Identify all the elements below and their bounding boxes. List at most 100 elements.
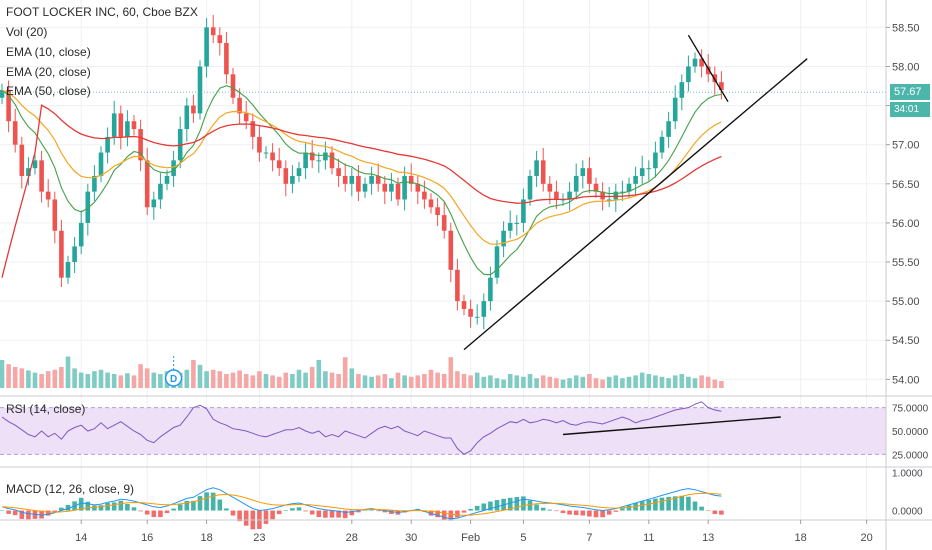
legend-macd[interactable]: MACD (12, 26, close, 9) (6, 482, 135, 496)
macd-histogram-bar (92, 505, 97, 511)
macd-histogram-bar (309, 510, 315, 515)
volume-bar (296, 369, 302, 388)
candle-body (514, 222, 520, 224)
candle-body (633, 175, 638, 184)
legend-rsi[interactable]: RSI (14, close) (6, 402, 86, 416)
legend-ema50[interactable]: EMA (50, close) (6, 84, 91, 98)
volume-bar (210, 369, 216, 388)
candle-body (494, 246, 500, 278)
macd-histogram-bar (59, 507, 64, 511)
candle-body (666, 121, 671, 137)
volume-bar (356, 374, 361, 388)
price-tick-label: 58.50 (892, 22, 920, 34)
volume-bar (606, 376, 612, 388)
macd-histogram-bar (6, 510, 11, 514)
macd-histogram-bar (659, 497, 665, 511)
ema10-line (1, 85, 722, 276)
volume-bar (6, 364, 11, 388)
macd-histogram-bar (554, 510, 559, 512)
volume-bar (402, 375, 407, 388)
macd-histogram-bar (461, 510, 467, 513)
candle-body (32, 160, 38, 169)
ema20-line (1, 89, 722, 245)
volume-bar (138, 364, 143, 388)
rsi-line (1, 401, 722, 455)
volume-bar (567, 378, 572, 388)
rsi-tick-label: 50.0000 (892, 427, 929, 438)
rsi-band (0, 407, 886, 455)
volume-bar (151, 372, 157, 388)
macd-histogram-bar (382, 510, 388, 513)
macd-histogram-bar (672, 496, 678, 511)
legend-volume[interactable]: Vol (20) (6, 25, 48, 39)
grid-lines (0, 0, 886, 520)
macd-histogram-bar (164, 510, 170, 514)
x-tick-label: 13 (702, 532, 714, 544)
volume-bar (441, 374, 447, 388)
volume-bar (375, 375, 381, 388)
macd-histogram-bar (98, 505, 104, 511)
volume-bar (408, 376, 414, 388)
candle-body (356, 175, 361, 192)
candle-body (59, 230, 64, 278)
candle-body (263, 152, 269, 154)
trendlines (463, 34, 808, 436)
price-tick-label: 54.50 (892, 335, 920, 347)
macd-histogram-bar (131, 507, 137, 511)
volume-bar (237, 370, 242, 388)
volume-bar (554, 378, 559, 388)
macd-histogram-bar (679, 495, 685, 511)
candle-body (369, 175, 374, 184)
legend-ema10[interactable]: EMA (10, close) (6, 45, 91, 59)
macd-histogram-bar (197, 496, 203, 511)
macd-tick-label: 1.0000 (892, 469, 923, 480)
macd-histogram-bar (626, 505, 632, 511)
volume-bar (435, 372, 440, 388)
candle-body (342, 175, 348, 184)
volume-bar (455, 371, 460, 388)
macd-histogram-bar (587, 510, 592, 517)
macd-histogram-bar (560, 510, 566, 514)
volume-bar (540, 375, 546, 388)
macd-histogram-bar (719, 510, 724, 515)
volume-bar (415, 375, 421, 388)
volume-bar (276, 376, 282, 388)
candle-body (428, 199, 434, 208)
x-tick-label: Feb (461, 532, 480, 544)
volume-bar (323, 371, 328, 388)
candle-body (26, 168, 31, 176)
volume-bar (197, 364, 203, 388)
x-tick-label: 28 (346, 532, 358, 544)
candle-body (606, 199, 612, 201)
volume-bar (666, 378, 671, 388)
volume-bar (653, 375, 658, 388)
volume-bar (626, 376, 632, 388)
legend-ema20[interactable]: EMA (20, close) (6, 65, 91, 79)
macd-histogram-bar (428, 510, 434, 516)
candle-body (323, 152, 328, 161)
macd-histogram-bar (118, 500, 124, 511)
volume-bar (316, 360, 322, 388)
macd-histogram-bar (303, 510, 308, 512)
volume-bar (633, 375, 638, 388)
x-tick-label: 18 (794, 532, 806, 544)
candle-body (593, 183, 599, 192)
candle-body (349, 175, 355, 184)
candle-body (210, 27, 216, 36)
macd-histogram-bar (389, 510, 394, 514)
x-tick-label: 16 (141, 532, 153, 544)
volume-bar (448, 357, 454, 388)
candle-body (138, 129, 143, 161)
candle-body (481, 301, 487, 317)
macd-histogram-bar (666, 496, 671, 511)
macd-histogram-bar (534, 504, 539, 511)
candle-body (171, 160, 176, 176)
volume-bar (105, 372, 110, 388)
candle-body (12, 121, 18, 145)
macd-histogram-bar (540, 507, 546, 511)
volume-bar (587, 374, 592, 388)
macd-histogram-bar (580, 510, 586, 516)
candle-body (250, 121, 256, 137)
